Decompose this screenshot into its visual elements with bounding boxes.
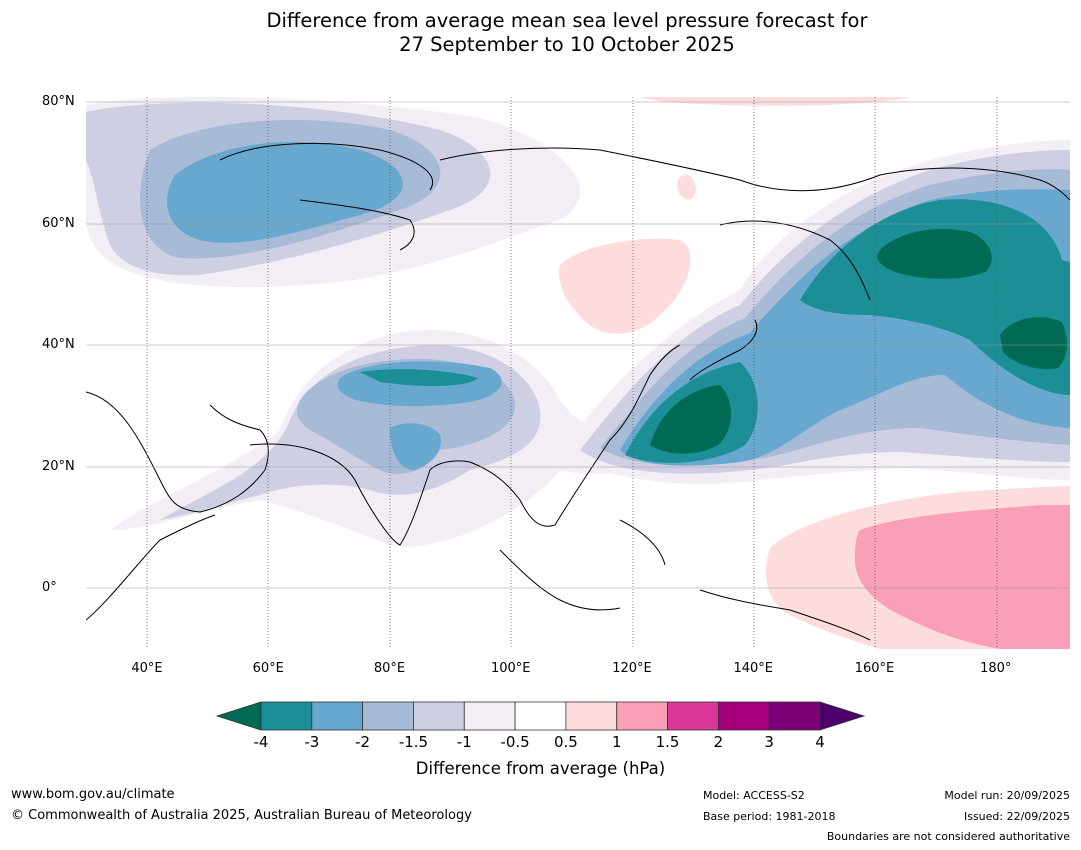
colorbar-segment [616, 701, 668, 731]
lon-label: 100°E [490, 661, 531, 676]
lon-label: 80°E [373, 661, 406, 676]
low-anomaly-japan [560, 140, 1070, 484]
lon-label: 40°E [131, 661, 163, 676]
lat-label: 60°N [42, 215, 75, 231]
footer-copyright: © Commonwealth of Australia 2025, Austra… [11, 808, 472, 823]
footer-model: Model: ACCESS-S2 [703, 789, 805, 802]
colorbar-tick-label: 2 [713, 733, 724, 751]
graticule [86, 97, 1070, 649]
colorbar-tick-label: 1.5 [655, 733, 680, 751]
high-anomaly-mongolia [559, 238, 691, 334]
chart-title: Difference from average mean sea level p… [0, 9, 1081, 57]
footer-disclaimer: Boundaries are not considered authoritat… [826, 830, 1070, 843]
lon-label: 160°E [854, 661, 895, 676]
lat-label: 0° [42, 580, 57, 595]
footer-url[interactable]: www.bom.gov.au/climate [11, 787, 175, 802]
colorbar-tick-label: -2 [355, 733, 371, 751]
colorbar-tick-label: 3 [764, 733, 774, 751]
colorbar-tick-label: 1 [611, 733, 622, 751]
colorbar-segment [413, 701, 465, 731]
footer-model-run: Model run: 20/09/2025 [944, 789, 1070, 802]
colorbar-over-arrow [819, 701, 866, 731]
colorbar-tick-label: 4 [815, 733, 825, 751]
colorbar-segment [260, 701, 313, 731]
colorbar-segment [717, 701, 770, 731]
colorbar-segment [667, 701, 719, 731]
colorbar-segment [514, 701, 567, 731]
colorbar-tick-label: -1.5 [398, 733, 429, 751]
high-anomaly-pacific [766, 486, 1070, 649]
lon-label: 120°E [612, 661, 652, 676]
colorbar-tick-label: -1 [456, 733, 472, 751]
title-line-2: 27 September to 10 October 2025 [399, 33, 735, 56]
lat-label: 80°N [42, 94, 75, 109]
high-anomaly-arctic [640, 97, 910, 106]
colorbar-segment [311, 701, 364, 731]
coastlines [86, 142, 1070, 641]
lon-label: 60°E [252, 661, 284, 676]
colorbar-tick-label: 0.5 [553, 733, 578, 751]
colorbar [215, 701, 866, 731]
colorbar-segment [565, 701, 618, 731]
map-panel [86, 97, 1070, 649]
colorbar-title: Difference from average (hPa) [415, 759, 666, 778]
lon-label: 180° [980, 661, 1012, 676]
lat-label: 20°N [42, 458, 75, 474]
lat-label: 40°N [42, 337, 75, 352]
footer-base-period: Base period: 1981-2018 [703, 810, 836, 823]
footer-issued: Issued: 22/09/2025 [963, 810, 1070, 823]
colorbar-under-arrow [215, 701, 262, 731]
high-anomaly-siberia [677, 174, 696, 200]
lon-label: 140°E [733, 661, 774, 676]
colorbar-tick-label: -3 [304, 733, 320, 751]
colorbar-segment [362, 701, 414, 731]
colorbar-tick-label: -4 [253, 733, 269, 751]
colorbar-segment [463, 701, 516, 731]
title-line-1: Difference from average mean sea level p… [266, 9, 868, 32]
low-anomaly-north-russia [86, 97, 581, 288]
colorbar-segment [768, 701, 821, 731]
colorbar-tick-label: -0.5 [500, 733, 530, 751]
low-anomaly-south-asia [110, 330, 680, 547]
